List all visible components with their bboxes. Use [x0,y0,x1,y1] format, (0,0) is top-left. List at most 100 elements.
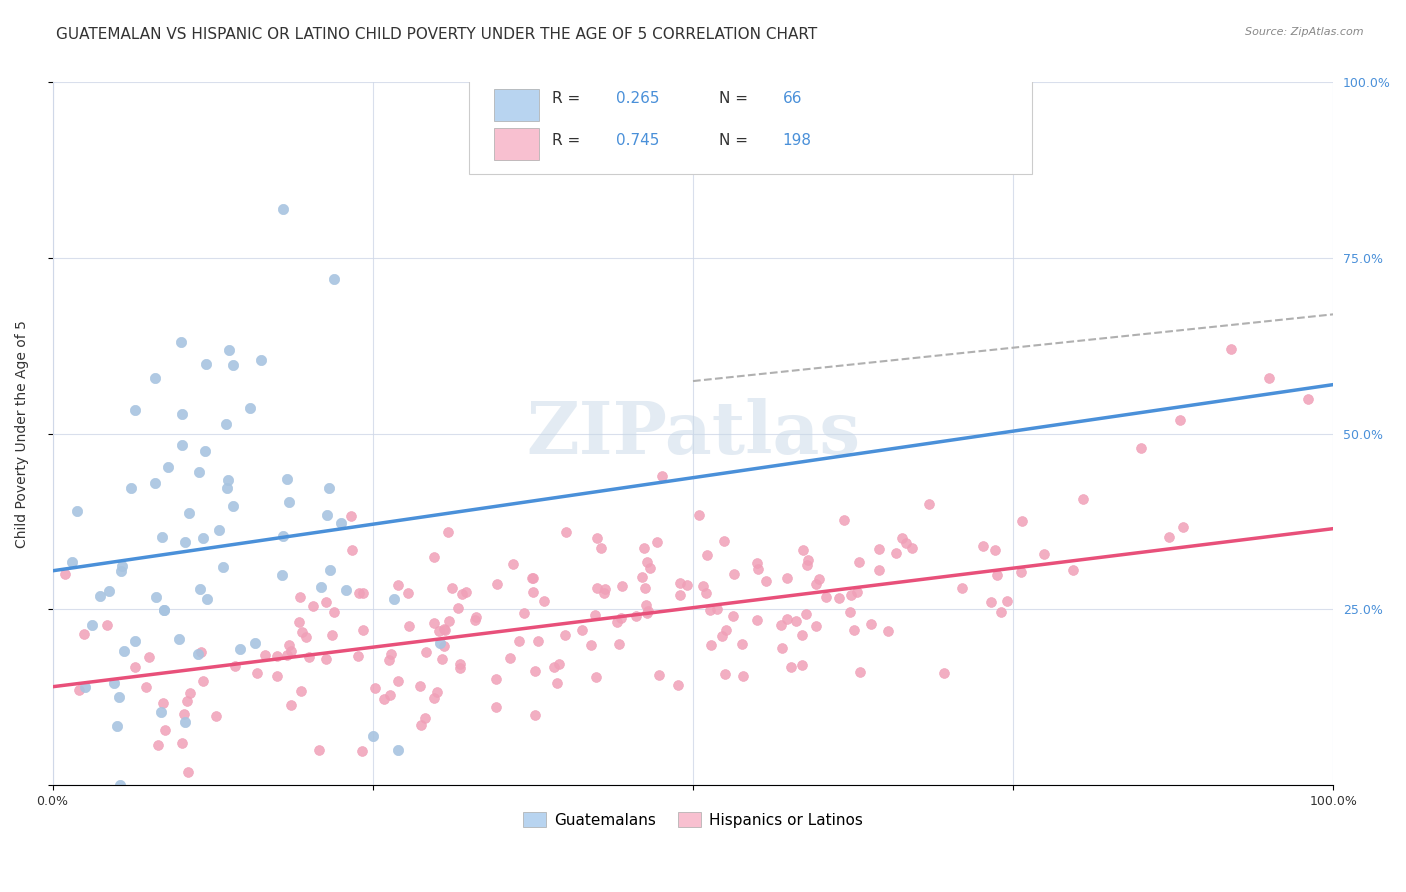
Point [522,571,544,585]
Point [797,553,820,567]
Point [239,401,262,416]
Point [638,561,661,575]
Point [387,743,409,757]
Point [173,535,195,549]
Point [315,594,337,608]
Point [633,541,655,556]
Point [143,370,166,384]
Point [485,700,508,714]
Point [426,685,449,699]
Point [409,679,432,693]
Point [1258,370,1281,384]
Point [277,638,299,652]
Point [610,611,633,625]
Point [124,403,146,417]
Point [105,719,128,733]
Point [1296,392,1319,406]
Point [266,649,288,664]
Text: N =: N = [718,91,752,106]
Point [429,635,451,649]
Point [173,706,195,721]
Point [814,591,837,605]
Point [270,567,292,582]
Point [733,669,755,683]
Point [533,594,555,608]
Point [849,665,872,680]
Point [785,615,807,629]
Point [688,508,710,523]
Point [983,543,1005,558]
Point [124,660,146,674]
Point [347,649,370,664]
Point [217,473,239,487]
Point [696,549,718,563]
Point [387,578,409,592]
Point [96,617,118,632]
Point [432,652,454,666]
Point [321,628,343,642]
Point [246,666,269,681]
Point [55,567,77,582]
Point [676,577,699,591]
Point [449,661,471,675]
Point [145,590,167,604]
Point [631,570,654,584]
Point [215,417,238,431]
Point [465,609,488,624]
Point [266,669,288,683]
Point [634,598,657,612]
Point [464,613,486,627]
Point [194,443,217,458]
Point [624,608,647,623]
Point [522,585,544,599]
Point [586,531,609,545]
Point [146,738,169,752]
Point [828,591,851,606]
Point [513,606,536,620]
Point [449,657,471,671]
Legend: Guatemalans, Hispanics or Latinos: Guatemalans, Hispanics or Latinos [517,805,869,834]
Point [796,558,818,573]
Point [413,711,436,725]
Point [384,592,406,607]
Point [411,717,433,731]
Point [636,555,658,569]
Point [972,539,994,553]
Point [593,582,616,596]
Point [188,582,211,597]
Point [253,648,276,662]
Point [832,513,855,527]
Point [845,584,868,599]
Point [890,531,912,545]
Point [352,585,374,599]
Point [288,615,311,629]
Point [647,668,669,682]
Point [156,459,179,474]
Point [335,582,357,597]
Point [1062,563,1084,577]
Point [179,507,201,521]
Point [502,557,524,571]
Point [111,558,134,573]
Point [747,561,769,575]
Point [179,686,201,700]
Point [585,670,607,684]
Point [271,529,294,543]
Point [634,581,657,595]
Text: GUATEMALAN VS HISPANIC OR LATINO CHILD POVERTY UNDER THE AGE OF 5 CORRELATION CH: GUATEMALAN VS HISPANIC OR LATINO CHILD P… [56,27,817,42]
Point [112,644,135,658]
Point [804,576,827,591]
Point [1168,413,1191,427]
Bar [495,128,540,160]
Text: ZIPatlas: ZIPatlas [526,398,860,469]
Point [398,619,420,633]
Point [228,641,250,656]
Point [222,499,245,513]
Point [721,609,744,624]
Point [848,555,870,569]
Point [380,688,402,702]
Point [790,628,813,642]
Point [714,623,737,637]
Point [792,543,814,558]
Point [990,605,1012,619]
